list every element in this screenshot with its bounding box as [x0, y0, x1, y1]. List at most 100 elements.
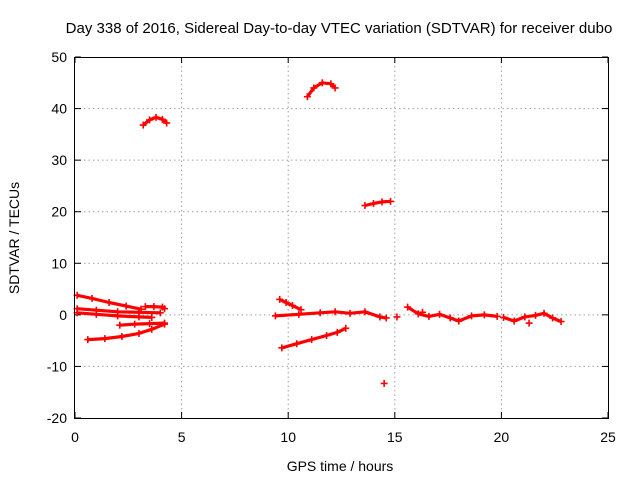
x-tick-label: 15: [387, 429, 403, 445]
chart-title: Day 338 of 2016, Sidereal Day-to-day VTE…: [66, 20, 613, 37]
data-point: [161, 320, 169, 328]
data-point: [376, 313, 384, 321]
series-arc-d: [141, 303, 169, 313]
x-tick-label: 25: [600, 429, 616, 445]
series-trace: [279, 297, 302, 312]
data-point: [118, 333, 126, 341]
data-point: [146, 320, 154, 328]
y-tick-label: 10: [51, 255, 67, 271]
data-point: [131, 320, 139, 328]
series-arc-h: [303, 79, 339, 101]
x-tick-label: 0: [71, 429, 79, 445]
x-tick-label: 20: [494, 429, 510, 445]
data-point: [378, 198, 386, 206]
series-trace: [364, 199, 391, 208]
data-point: [414, 310, 422, 318]
data-point: [297, 306, 305, 314]
data-point: [361, 202, 369, 210]
data-point: [148, 313, 156, 321]
series-arc-k: [271, 308, 390, 322]
data-point: [468, 312, 476, 320]
y-tick-label: 40: [51, 101, 67, 117]
data-point: [525, 319, 533, 327]
series-trace: [119, 321, 165, 327]
data-point: [369, 199, 377, 207]
series-arc-i: [361, 197, 395, 210]
data-point: [510, 317, 518, 325]
data-point: [361, 308, 369, 316]
data-point: [141, 303, 149, 311]
series-arc-g: [139, 113, 171, 129]
y-tick-label: 50: [51, 49, 67, 65]
series-arc-m: [404, 303, 501, 325]
data-point: [158, 115, 166, 123]
y-tick-label: -10: [47, 358, 67, 374]
data-point: [346, 309, 354, 317]
data-point: [92, 310, 100, 318]
data-point: [288, 302, 296, 310]
series-isolated-points: [380, 308, 533, 387]
data-point: [393, 313, 401, 321]
data-point: [303, 93, 311, 101]
data-point: [404, 303, 412, 311]
y-tick-label: -20: [47, 410, 67, 426]
data-point: [271, 312, 279, 320]
data-point: [331, 84, 339, 92]
data-point: [105, 298, 113, 306]
data-point: [493, 312, 501, 320]
data-point: [557, 318, 565, 326]
data-point: [88, 294, 96, 302]
data-point: [500, 313, 508, 321]
series-trace: [281, 326, 347, 350]
data-point: [425, 312, 433, 320]
data-point: [150, 303, 158, 311]
series-trace: [87, 322, 166, 342]
x-tick-label: 5: [178, 429, 186, 445]
data-point: [135, 329, 143, 337]
data-point: [316, 309, 324, 317]
data-point: [163, 119, 171, 127]
data-point: [382, 314, 390, 322]
data-point: [455, 317, 463, 325]
data-point: [122, 302, 130, 310]
data-point: [327, 80, 335, 88]
series-trace: [275, 310, 387, 320]
x-tick-label: 10: [280, 429, 296, 445]
series-arc-c: [73, 309, 156, 321]
data-point: [310, 84, 318, 92]
data-point: [282, 298, 290, 306]
data-point: [446, 314, 454, 322]
gridlines: [75, 57, 608, 418]
data-point: [540, 309, 548, 317]
data-point: [116, 321, 124, 329]
y-tick-label: 20: [51, 204, 67, 220]
data-point: [436, 310, 444, 318]
y-axis-label: SDTVAR / TECUs: [6, 182, 22, 294]
y-tick-label: 0: [59, 307, 67, 323]
series-arc-e: [116, 319, 169, 329]
data-point: [333, 328, 341, 336]
data-point: [549, 314, 557, 322]
data-point: [161, 305, 169, 313]
series-arc-b: [73, 305, 164, 317]
data-point: [293, 340, 301, 348]
plot-frame: [74, 57, 609, 419]
data-point: [276, 295, 284, 303]
data-point: [387, 197, 395, 205]
data-point: [521, 313, 529, 321]
data-point: [152, 113, 160, 121]
data-point: [308, 336, 316, 344]
data-point: [139, 121, 147, 129]
data-point: [380, 379, 388, 387]
series-arc-f: [84, 320, 169, 344]
data-point: [278, 344, 286, 352]
data-point: [135, 313, 143, 321]
data-point: [146, 116, 154, 124]
data-point: [114, 312, 122, 320]
series-arc-l: [278, 324, 350, 352]
series-arc-n: [500, 309, 565, 326]
data-point: [323, 331, 331, 339]
data-point: [156, 309, 164, 317]
y-tick-label: 30: [51, 152, 67, 168]
